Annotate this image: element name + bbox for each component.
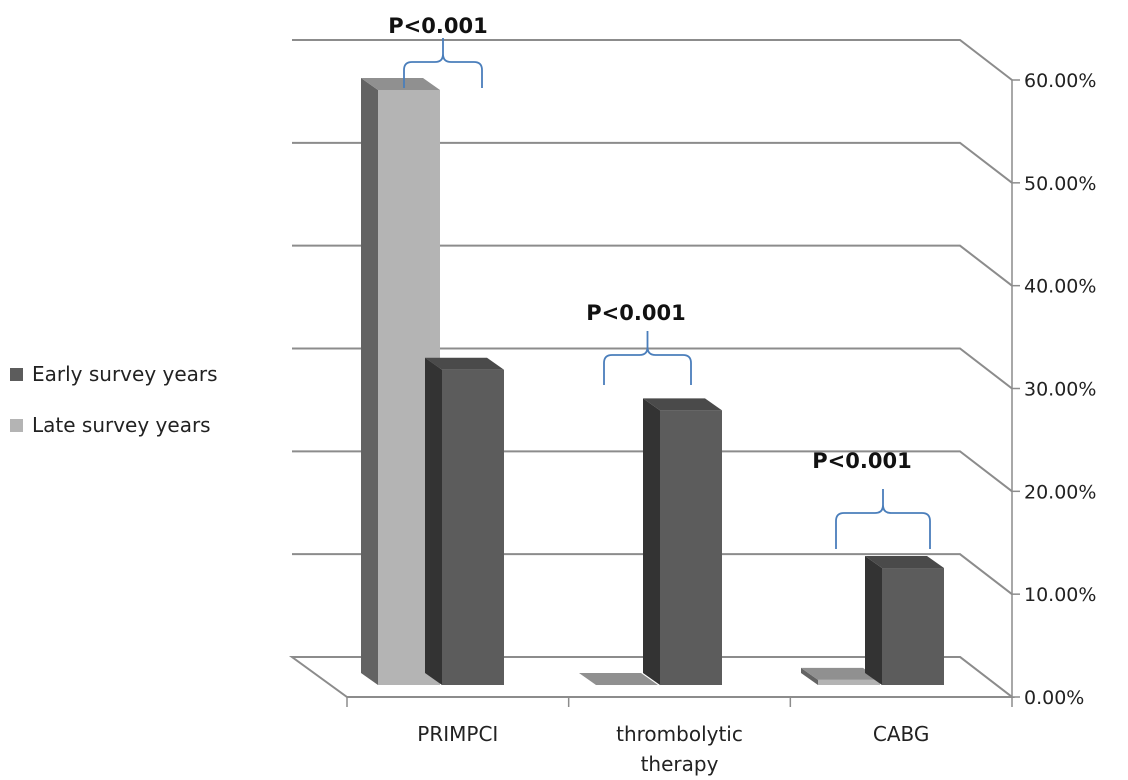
p-value-label: P<0.001 <box>812 449 911 473</box>
gridline <box>292 141 1013 184</box>
y-tick-label: 20.00% <box>1024 481 1096 503</box>
bars <box>361 78 944 686</box>
bar-side <box>425 357 442 685</box>
bar-late-survey <box>801 667 880 685</box>
x-tick-label: CABG <box>873 722 930 746</box>
legend-label: Early survey years <box>32 362 218 386</box>
annotations: P<0.001 P<0.001 P<0.001 <box>388 14 931 549</box>
y-tick-label: 0.00% <box>1024 687 1084 709</box>
legend-swatch <box>10 419 23 432</box>
significance-bracket <box>835 489 931 549</box>
gridline <box>292 39 1013 81</box>
x-axis: PRIMPCI thrombolytic therapy CABG <box>346 697 1013 776</box>
legend-item: Early survey years <box>10 362 218 386</box>
bar-front <box>818 679 880 685</box>
bar-top <box>801 667 880 680</box>
legend: Early survey years Late survey years <box>10 362 218 437</box>
bar-front <box>660 410 722 685</box>
bar-top <box>579 673 658 685</box>
bar-top <box>865 556 944 569</box>
gridline <box>292 244 1013 287</box>
bar-side <box>361 78 378 685</box>
bar-front <box>442 369 504 685</box>
y-axis: 0.00% 10.00% 20.00% 30.00% 40.00% 50.00% 60.00… <box>1011 70 1096 709</box>
bar-late-survey <box>579 673 658 686</box>
bar-early-survey <box>643 398 722 685</box>
y-tick-label: 60.00% <box>1024 70 1096 92</box>
gridlines <box>292 39 1013 698</box>
y-tick-label: 10.00% <box>1024 584 1096 606</box>
bar-front <box>882 568 944 685</box>
x-tick-label: thrombolytic therapy <box>616 722 743 776</box>
bar-side <box>801 667 818 685</box>
p-value-label: P<0.001 <box>388 14 487 38</box>
gridline <box>292 553 1013 595</box>
bar-top <box>425 357 504 370</box>
y-tick-label: 50.00% <box>1024 173 1096 195</box>
bar-side <box>865 556 882 685</box>
bar-early-survey <box>865 556 944 685</box>
bar-top <box>361 78 440 90</box>
legend-label: Late survey years <box>32 413 211 437</box>
significance-bracket <box>603 331 692 385</box>
y-tick-label: 40.00% <box>1024 276 1096 298</box>
gridline <box>292 450 1013 493</box>
legend-swatch <box>10 368 23 381</box>
bar-top <box>643 398 722 411</box>
y-tick-label: 30.00% <box>1024 379 1096 401</box>
gridline <box>292 347 1013 390</box>
p-value-label: P<0.001 <box>586 301 685 325</box>
bar-early-survey <box>425 357 504 685</box>
legend-item: Late survey years <box>10 413 211 437</box>
x-tick-label: PRIMPCI <box>417 722 498 746</box>
significance-bracket <box>403 38 483 88</box>
bar-side <box>643 398 660 685</box>
